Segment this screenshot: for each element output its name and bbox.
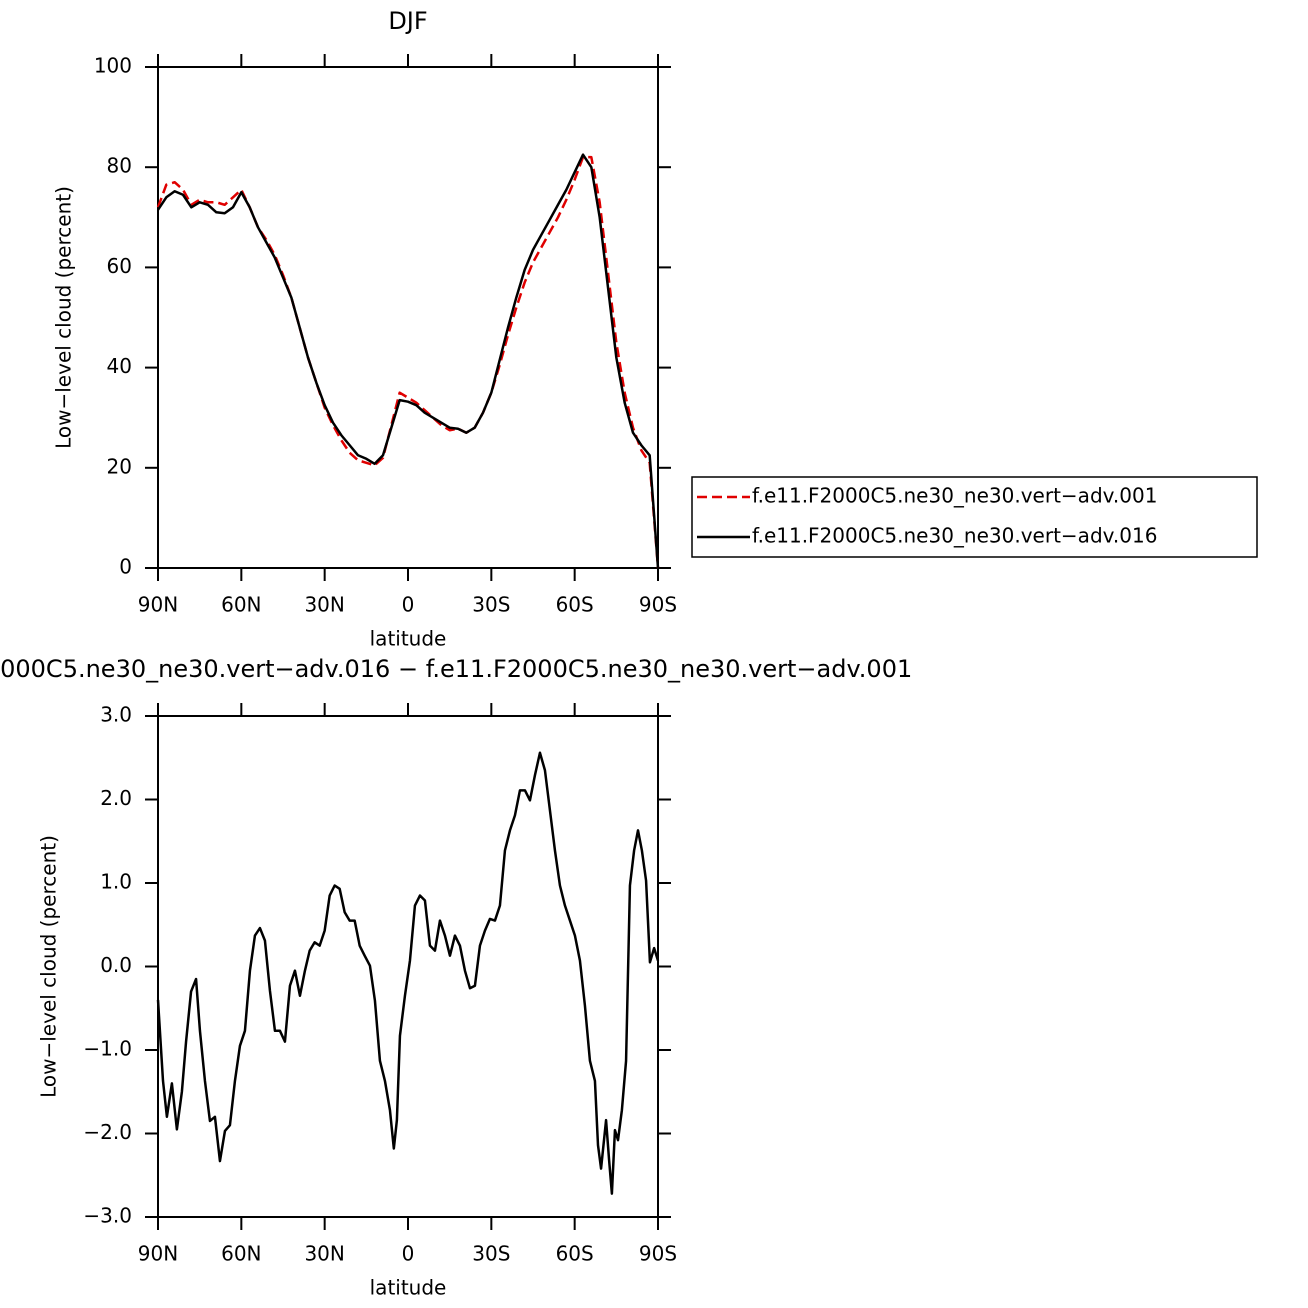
y-tick-label: 100 bbox=[94, 54, 132, 78]
legend-label: f.e11.F2000C5.ne30_ne30.vert−adv.001 bbox=[752, 484, 1157, 508]
chart-title: DJF bbox=[388, 7, 427, 35]
x-tick-label: 60S bbox=[556, 1242, 594, 1266]
x-axis-label: latitude bbox=[370, 1276, 447, 1300]
y-tick-label: 3.0 bbox=[100, 703, 132, 727]
x-tick-label: 90N bbox=[138, 593, 178, 617]
y-tick-label: 1.0 bbox=[100, 870, 132, 894]
x-tick-label: 90S bbox=[639, 1242, 677, 1266]
plot-frame bbox=[157, 66, 659, 569]
series-line bbox=[156, 155, 660, 569]
x-tick-label: 30N bbox=[304, 593, 344, 617]
legend-box bbox=[691, 476, 1258, 558]
series-line bbox=[156, 751, 660, 1195]
y-tick-label: 0.0 bbox=[100, 953, 132, 977]
x-tick-label: 30N bbox=[304, 1242, 344, 1266]
x-tick-label: 30S bbox=[472, 593, 510, 617]
x-tick-label: 0 bbox=[402, 593, 415, 617]
x-tick-label: 90N bbox=[138, 1242, 178, 1266]
y-tick-label: 80 bbox=[107, 154, 132, 178]
y-tick-label: 60 bbox=[107, 254, 132, 278]
x-tick-label: 60N bbox=[221, 593, 261, 617]
y-tick-label: −3.0 bbox=[83, 1204, 132, 1228]
series-line bbox=[156, 153, 660, 569]
chart-title: f.e11.F2000C5.ne30_ne30.vert−adv.016 − f… bbox=[0, 655, 912, 683]
x-tick-label: 30S bbox=[472, 1242, 510, 1266]
legend-label: f.e11.F2000C5.ne30_ne30.vert−adv.016 bbox=[752, 524, 1157, 548]
y-tick-label: −2.0 bbox=[83, 1120, 132, 1144]
y-tick-label: 2.0 bbox=[100, 786, 132, 810]
y-axis-label: Low−level cloud (percent) bbox=[52, 186, 76, 449]
x-tick-label: 60N bbox=[221, 1242, 261, 1266]
x-tick-label: 90S bbox=[639, 593, 677, 617]
plot-frame bbox=[157, 715, 659, 1218]
x-tick-label: 60S bbox=[556, 593, 594, 617]
x-axis-label: latitude bbox=[370, 627, 447, 651]
y-tick-label: 0 bbox=[119, 555, 132, 579]
y-tick-label: 40 bbox=[107, 354, 132, 378]
y-tick-label: −1.0 bbox=[83, 1037, 132, 1061]
y-tick-label: 20 bbox=[107, 454, 132, 478]
x-tick-label: 0 bbox=[402, 1242, 415, 1266]
y-axis-label: Low−level cloud (percent) bbox=[37, 835, 61, 1098]
